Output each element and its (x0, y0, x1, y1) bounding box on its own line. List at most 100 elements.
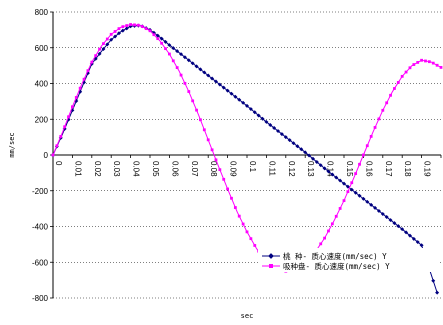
data-point-0-37 (194, 64, 199, 69)
data-point-0-40 (206, 73, 211, 78)
x-tick-label-8: 0.08 (209, 161, 218, 177)
data-point-0-81 (365, 199, 370, 204)
x-tick-label-17: 0.17 (384, 161, 393, 177)
data-point-1-33 (179, 73, 183, 77)
data-point-0-43 (217, 82, 222, 87)
data-point-1-92 (408, 66, 412, 70)
data-point-0-68 (314, 159, 319, 164)
x-tick-label-5: 0.05 (151, 161, 160, 177)
data-point-1-76 (346, 190, 350, 194)
data-point-1-80 (362, 153, 365, 157)
data-point-1-91 (404, 70, 408, 74)
data-point-1-35 (187, 90, 191, 93)
data-point-1-31 (171, 59, 175, 63)
data-point-0-15 (109, 37, 114, 42)
data-point-1-47 (233, 206, 237, 209)
data-point-1-74 (338, 207, 342, 210)
data-point-0-55 (264, 119, 269, 124)
x-tick-label-10: 0.1 (248, 161, 257, 173)
data-point-1-7 (78, 86, 82, 90)
data-point-1-73 (334, 214, 338, 218)
data-point-1-45 (226, 187, 229, 191)
data-point-1-81 (365, 144, 369, 148)
data-point-1-3 (63, 125, 67, 129)
legend-label-1: 桃 种- 质心速度(mm/sec) Y (283, 251, 387, 261)
data-point-0-54 (260, 116, 265, 121)
x-tick-label-6: 0.06 (170, 161, 179, 177)
data-point-1-48 (237, 214, 241, 218)
x-tick-label-3: 0.03 (112, 161, 121, 177)
x-tick-label-4: 0.04 (132, 161, 141, 177)
y-tick-label-1: 600 (35, 44, 49, 53)
data-point-1-17 (117, 27, 121, 31)
data-point-1-42 (214, 158, 218, 162)
x-tick-label-9: 0.09 (229, 161, 238, 177)
data-point-1-77 (350, 181, 354, 185)
data-point-1-15 (109, 32, 113, 36)
data-point-1-20 (129, 23, 132, 26)
data-point-1-100 (439, 66, 443, 69)
y-tick-label-0: 800 (35, 8, 49, 17)
data-point-1-40 (206, 138, 210, 142)
series-0 (51, 23, 440, 295)
data-point-1-11 (94, 54, 98, 58)
y-tick-label-5: -200 (32, 187, 49, 196)
x-tick-label-12: 0.12 (287, 161, 296, 177)
data-point-0-93 (411, 236, 416, 241)
data-point-1-52 (253, 244, 257, 247)
data-point-0-87 (388, 218, 393, 223)
data-point-0-41 (210, 76, 215, 81)
data-point-1-84 (377, 117, 381, 121)
data-point-0-77 (349, 187, 354, 192)
data-point-1-27 (156, 37, 160, 41)
data-point-1-10 (90, 60, 94, 64)
data-point-1-22 (136, 23, 140, 27)
y-tick-label-3: 200 (35, 115, 49, 124)
legend-marker-2 (269, 264, 273, 268)
data-point-0-79 (357, 193, 362, 198)
x-tick-label-15: 0.15 (345, 161, 354, 177)
data-point-0-83 (373, 205, 378, 210)
data-point-0-44 (221, 85, 226, 90)
data-point-0-63 (295, 144, 300, 149)
data-point-0-75 (342, 181, 346, 186)
data-point-1-2 (59, 135, 63, 138)
data-point-1-37 (195, 108, 198, 112)
data-point-1-29 (164, 47, 167, 51)
data-point-0-59 (279, 132, 284, 137)
data-point-1-83 (373, 126, 377, 129)
data-point-0-12 (97, 51, 102, 56)
data-point-1-19 (125, 24, 129, 27)
data-point-1-4 (67, 115, 70, 119)
data-point-0-99 (435, 290, 440, 295)
data-point-1-46 (230, 196, 233, 200)
data-point-1-79 (358, 162, 361, 166)
data-point-1-18 (121, 25, 125, 29)
data-point-1-93 (412, 63, 416, 66)
series-layer (51, 23, 443, 295)
data-point-0-47 (233, 94, 238, 99)
data-point-1-39 (202, 128, 206, 132)
data-point-0-52 (252, 110, 257, 115)
x-tick-label-0: 0 (54, 161, 63, 166)
y-tick-label-2: 400 (35, 80, 49, 89)
x-tick-label-13: 0.13 (306, 161, 315, 177)
x-tick-label-19: 0.19 (423, 161, 432, 177)
x-tick-label-11: 0.11 (267, 161, 276, 177)
series-line-1 (52, 24, 442, 272)
data-point-0-73 (334, 175, 339, 180)
data-point-0-89 (396, 224, 401, 229)
y-tick-label-7: -600 (32, 258, 49, 267)
data-point-1-50 (245, 230, 249, 234)
data-point-0-39 (202, 70, 207, 75)
data-point-1-24 (144, 27, 148, 31)
legend: 桃 种- 质心速度(mm/sec) Y 吸种盘- 质心速度(mm/sec) Y (258, 248, 440, 272)
data-point-1-88 (393, 87, 396, 90)
data-point-1-25 (148, 29, 152, 33)
y-tick-label-6: -400 (32, 223, 49, 232)
data-point-0-56 (268, 122, 273, 127)
data-point-1-8 (82, 77, 86, 81)
data-point-1-99 (435, 63, 439, 67)
data-point-1-78 (354, 172, 358, 175)
